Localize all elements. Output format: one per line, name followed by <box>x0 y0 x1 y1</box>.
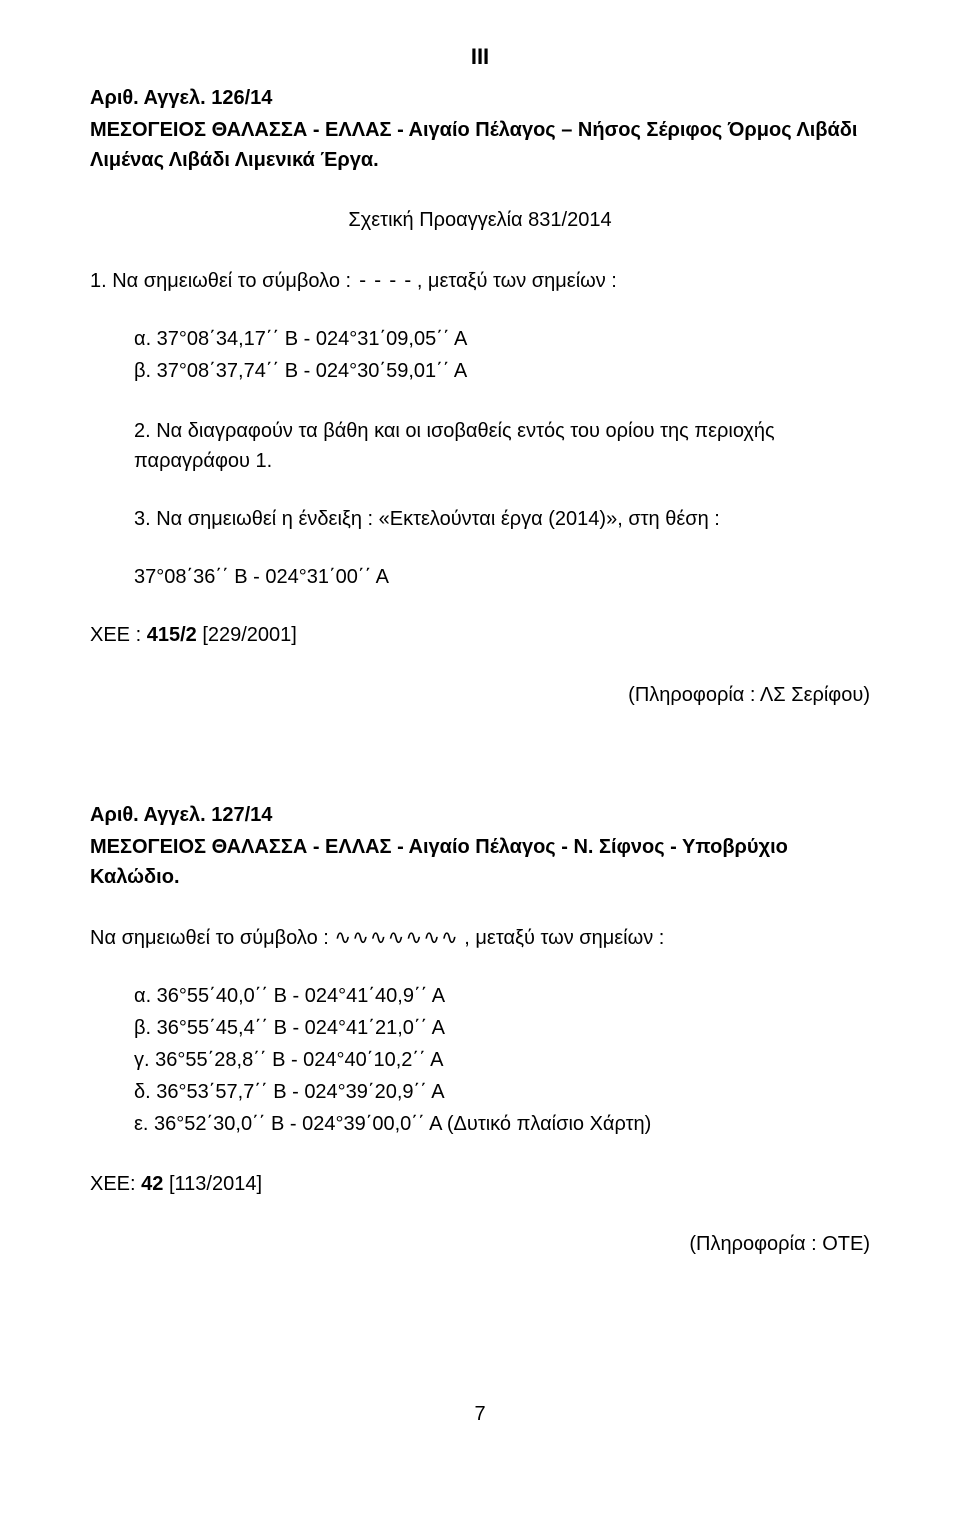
ref-suffix-127: [113/2014] <box>163 1173 262 1195</box>
coord-127-d: δ. 36°53΄57,7΄΄ Β - 024°39΄20,9΄΄ Α <box>90 1077 870 1107</box>
ref-prefix-127: ΧΕΕ: <box>90 1173 141 1195</box>
notice-126-para2: 2. Να διαγραφούν τα βάθη και οι ισοβαθεί… <box>90 416 870 476</box>
ref-suffix: [229/2001] <box>197 624 297 646</box>
ref-bold-127: 42 <box>141 1173 163 1195</box>
page-number: 7 <box>90 1399 870 1429</box>
coord-127-e: ε. 36°52΄30,0΄΄ Β - 024°39΄00,0΄΄ Α (Δυτ… <box>90 1109 870 1139</box>
notice-126-related: Σχετική Προαγγελία 831/2014 <box>90 205 870 235</box>
para1-prefix-127: Να σημειωθεί το σύμβολο : <box>90 927 334 949</box>
para1-suffix: , μεταξύ των σημείων : <box>417 270 617 292</box>
notice-126-title: Αριθ. Αγγελ. 126/14 <box>90 83 870 113</box>
notice-126-para3: 3. Να σημειωθεί η ένδειξη : «Εκτελούνται… <box>90 504 870 534</box>
notice-127-para1: Να σημειωθεί το σύμβολο : ∿∿∿∿∿∿∿ , μετα… <box>90 922 870 953</box>
notice-127-ref: ΧΕΕ: 42 [113/2014] <box>90 1169 870 1199</box>
coord-126-3: 37°08΄36΄΄ Β - 024°31΄00΄΄ Α <box>90 562 870 592</box>
notice-126-heading: ΜΕΣΟΓΕΙΟΣ ΘΑΛΑΣΣΑ - ΕΛΛΑΣ - Αιγαίο Πέλαγ… <box>90 115 870 175</box>
coord-127-b: β. 36°55΄45,4΄΄ Β - 024°41΄21,0΄΄ Α <box>90 1013 870 1043</box>
notice-126-para1: 1. Να σημειωθεί το σύμβολο : ----, μεταξ… <box>90 265 870 296</box>
notice-127-heading: ΜΕΣΟΓΕΙΟΣ ΘΑΛΑΣΣΑ - ΕΛΛΑΣ - Αιγαίο Πέλαγ… <box>90 832 870 892</box>
wave-symbol-icon: ∿∿∿∿∿∿∿ <box>334 925 458 949</box>
notice-126-info: (Πληροφορία : ΛΣ Σερίφου) <box>90 680 870 710</box>
ref-prefix: ΧΕΕ : <box>90 624 147 646</box>
para1-prefix: 1. Να σημειωθεί το σύμβολο : <box>90 270 357 292</box>
dash-symbol-icon: ---- <box>357 268 417 292</box>
para1-suffix-127: , μεταξύ των σημείων : <box>459 927 665 949</box>
coord-127-a: α. 36°55΄40,0΄΄ Β - 024°41΄40,9΄΄ Α <box>90 981 870 1011</box>
coord-126-b: β. 37°08΄37,74΄΄ Β - 024°30΄59,01΄΄ Α <box>90 356 870 386</box>
notice-127-title: Αριθ. Αγγελ. 127/14 <box>90 800 870 830</box>
ref-bold: 415/2 <box>147 624 197 646</box>
coord-127-c: γ. 36°55΄28,8΄΄ Β - 024°40΄10,2΄΄ Α <box>90 1045 870 1075</box>
roman-numeral-header: III <box>90 40 870 73</box>
notice-127-info: (Πληροφορία : ΟΤΕ) <box>90 1229 870 1259</box>
notice-126-ref: ΧΕΕ : 415/2 [229/2001] <box>90 620 870 650</box>
coord-126-a: α. 37°08΄34,17΄΄ Β - 024°31΄09,05΄΄ Α <box>90 324 870 354</box>
